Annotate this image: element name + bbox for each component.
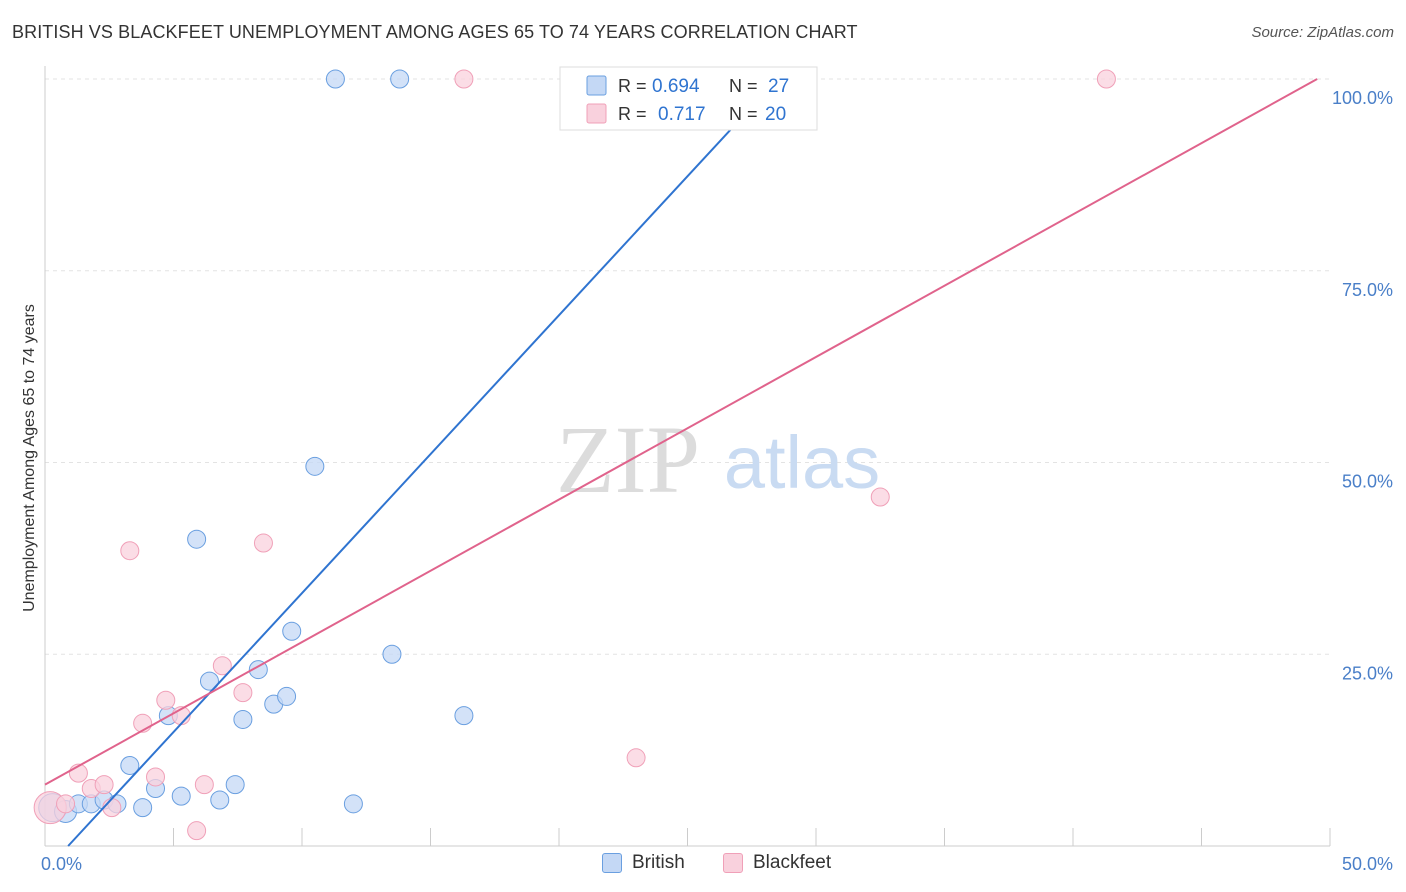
x-tick-label-0: 0.0% [41, 854, 82, 874]
grid-lines [45, 78, 1330, 655]
watermark: ZIP atlas [556, 406, 880, 513]
point-british-10 [171, 786, 191, 806]
point-british-23 [390, 69, 410, 89]
point-blackfeet-14 [233, 683, 253, 703]
legend-label-blackfeet: Blackfeet [753, 852, 832, 873]
point-blackfeet-17 [626, 748, 646, 768]
point-blackfeet-15 [253, 533, 273, 553]
point-blackfeet-12 [194, 775, 214, 795]
legend-stats: R = 0.694 N = 27 R = 0.717 N = 20 [559, 66, 818, 131]
source-label: Source: ZipAtlas.com [1251, 24, 1394, 41]
axes [44, 66, 1331, 847]
point-british-16 [248, 660, 268, 680]
point-british-12 [199, 671, 219, 691]
point-blackfeet-16 [454, 69, 474, 89]
point-blackfeet-1 [56, 794, 76, 814]
point-blackfeet-11 [187, 821, 207, 841]
point-british-18 [277, 686, 297, 706]
legend-r-label-british: R = [618, 76, 647, 96]
legend-r-label-blackfeet: R = [618, 104, 647, 124]
point-blackfeet-5 [102, 798, 122, 818]
y-tick-label-1: 75.0% [1342, 280, 1393, 300]
point-british-14 [225, 775, 245, 795]
y-tick-label-0: 100.0% [1332, 88, 1393, 108]
point-british-19 [282, 621, 302, 641]
point-blackfeet-4 [94, 775, 114, 795]
legend-n-label-british: N = [729, 76, 758, 96]
legend-swatch-blackfeet-bottom [723, 853, 743, 873]
point-british-21 [325, 69, 345, 89]
point-british-7 [133, 798, 153, 818]
point-blackfeet-18 [870, 487, 890, 507]
legend-r-value-british: 0.694 [652, 76, 700, 97]
point-blackfeet-9 [156, 690, 176, 710]
legend-n-value-british: 27 [768, 76, 789, 97]
point-british-25 [454, 706, 474, 726]
point-blackfeet-19 [1096, 69, 1116, 89]
legend-swatch-british [586, 75, 607, 96]
tick-labels: 100.0% 75.0% 50.0% 25.0% 0.0% 50.0% [41, 88, 1393, 874]
legend-r-value-blackfeet: 0.717 [658, 104, 706, 125]
legend-n-label-blackfeet: N = [729, 104, 758, 124]
point-british-20 [305, 456, 325, 476]
y-tick-label-2: 50.0% [1342, 472, 1393, 492]
legend-swatch-british-bottom [602, 853, 622, 873]
y-tick-label-3: 25.0% [1342, 663, 1393, 683]
point-blackfeet-6 [120, 541, 140, 561]
x-tick-label-1: 50.0% [1342, 854, 1393, 874]
legend-series: British Blackfeet [0, 852, 1406, 878]
point-british-6 [120, 755, 140, 775]
point-british-11 [187, 529, 207, 549]
watermark-atlas: atlas [724, 421, 880, 504]
watermark-zip: ZIP [556, 406, 700, 513]
point-blackfeet-8 [146, 767, 166, 787]
point-british-15 [233, 709, 253, 729]
point-blackfeet-13 [212, 656, 232, 676]
point-british-24 [382, 644, 402, 664]
legend-swatch-blackfeet [586, 103, 607, 124]
point-british-22 [343, 794, 363, 814]
legend-item-british[interactable]: British [602, 852, 685, 874]
trend-lines [44, 78, 1318, 847]
legend-item-blackfeet[interactable]: Blackfeet [723, 852, 831, 874]
trend-line-blackfeet [44, 78, 1318, 786]
point-british-13 [210, 790, 230, 810]
data-points [33, 69, 1116, 841]
trend-line-british [67, 78, 779, 847]
chart-title: BRITISH VS BLACKFEET UNEMPLOYMENT AMONG … [12, 22, 858, 42]
legend-label-british: British [632, 852, 685, 873]
legend-n-value-blackfeet: 20 [765, 104, 786, 125]
